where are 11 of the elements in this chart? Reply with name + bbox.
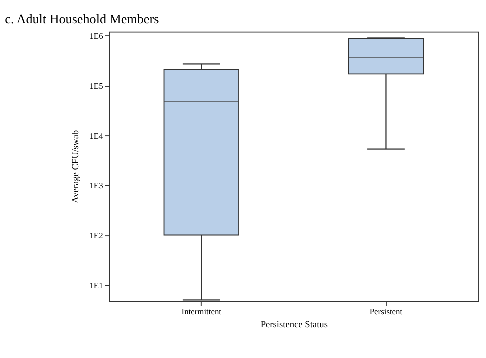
y-tick-label: 1E3 <box>90 182 104 191</box>
y-tick-label: 1E2 <box>90 232 104 241</box>
x-axis-title: Persistence Status <box>260 320 328 331</box>
y-tick-label: 1E6 <box>90 32 104 42</box>
x-tick-label: Persistent <box>370 308 404 317</box>
y-axis-title: Average CFU/swab <box>72 130 82 204</box>
y-tick-label: 1E4 <box>90 132 104 141</box>
chart-title: c. Adult Household Members <box>5 11 160 26</box>
y-tick-label: 1E1 <box>90 281 104 290</box>
y-tick-label: 1E5 <box>90 82 104 91</box>
x-tick-label: Intermittent <box>182 308 222 317</box>
